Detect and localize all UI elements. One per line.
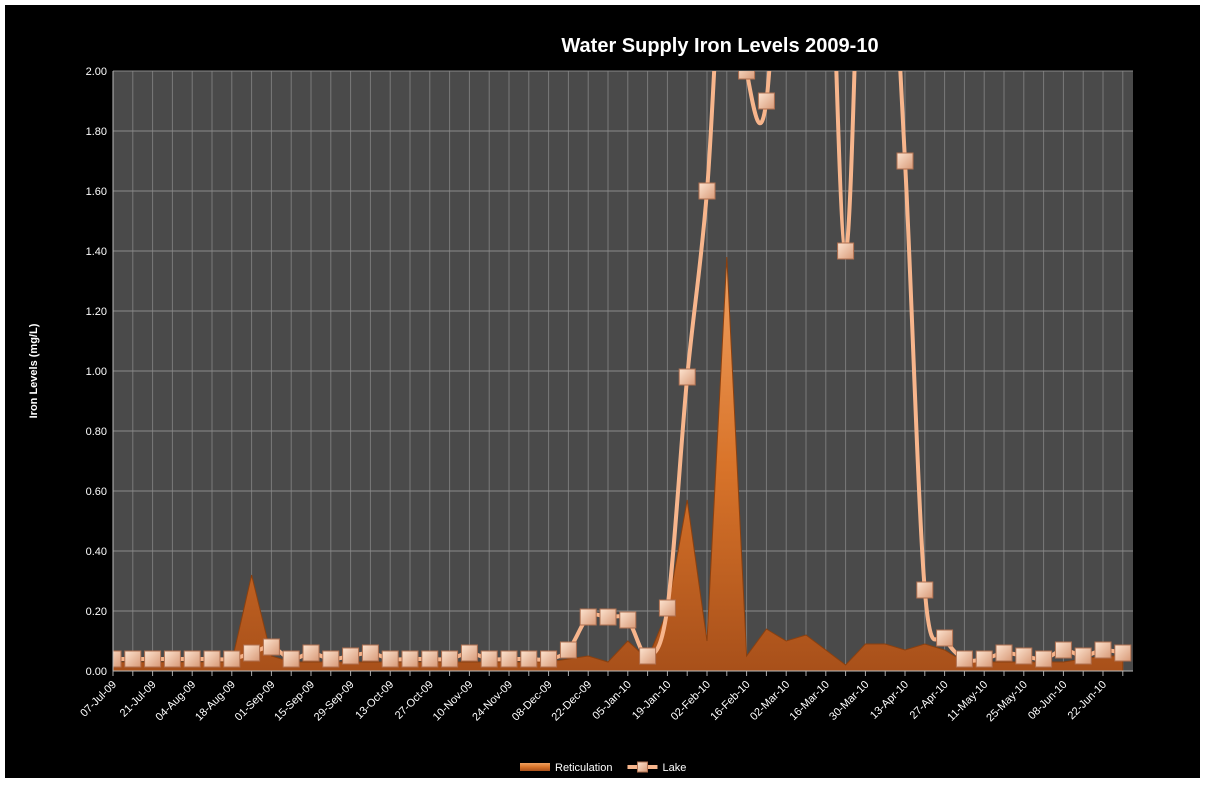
marker — [1035, 650, 1053, 668]
marker — [163, 650, 181, 668]
marker — [223, 650, 241, 668]
y-tick-label: 0.20 — [86, 606, 107, 618]
y-tick-label: 1.20 — [86, 306, 107, 318]
marker — [322, 650, 340, 668]
marker — [738, 71, 756, 80]
y-tick-label: 1.80 — [86, 126, 107, 138]
marker — [1074, 647, 1092, 665]
marker — [1054, 641, 1072, 659]
marker — [302, 644, 320, 662]
marker — [183, 650, 201, 668]
marker — [975, 650, 993, 668]
marker — [916, 581, 934, 599]
marker — [124, 650, 142, 668]
series-layer — [113, 71, 1132, 671]
marker — [520, 650, 538, 668]
marker — [262, 638, 280, 656]
marker — [361, 644, 379, 662]
marker — [955, 650, 973, 668]
marker — [243, 644, 261, 662]
y-tick-label: 1.40 — [86, 246, 107, 258]
marker — [342, 647, 360, 665]
y-tick-label: 0.00 — [86, 666, 107, 678]
marker — [540, 650, 558, 668]
marker — [500, 650, 518, 668]
legend-label: Reticulation — [555, 762, 612, 774]
marker — [421, 650, 439, 668]
marker — [579, 608, 597, 626]
y-tick-label: 0.80 — [86, 426, 107, 438]
marker — [381, 650, 399, 668]
marker — [113, 650, 122, 668]
marker — [1015, 647, 1033, 665]
marker — [1114, 644, 1132, 662]
marker — [460, 644, 478, 662]
legend-label: Lake — [662, 762, 686, 774]
marker — [559, 641, 577, 659]
marker — [658, 599, 676, 617]
marker — [282, 650, 300, 668]
marker — [698, 182, 716, 200]
legend-swatch — [520, 763, 550, 771]
chart-title: Water Supply Iron Levels 2009-10 — [561, 35, 878, 57]
y-tick-label: 2.00 — [86, 66, 107, 78]
marker — [203, 650, 221, 668]
marker — [896, 152, 914, 170]
marker — [639, 647, 657, 665]
legend-marker — [636, 761, 648, 773]
marker — [678, 368, 696, 386]
marker — [480, 650, 498, 668]
marker — [144, 650, 162, 668]
y-tick-label: 0.40 — [86, 546, 107, 558]
y-tick-label: 1.00 — [86, 366, 107, 378]
y-tick-label: 0.60 — [86, 486, 107, 498]
marker — [995, 644, 1013, 662]
marker — [401, 650, 419, 668]
marker — [619, 611, 637, 629]
marker — [757, 92, 775, 110]
marker — [837, 242, 855, 260]
y-tick-label: 1.60 — [86, 186, 107, 198]
marker — [441, 650, 459, 668]
marker — [599, 608, 617, 626]
marker — [936, 629, 954, 647]
y-axis-label: Iron Levels (mg/L) — [28, 323, 40, 418]
marker — [1094, 641, 1112, 659]
